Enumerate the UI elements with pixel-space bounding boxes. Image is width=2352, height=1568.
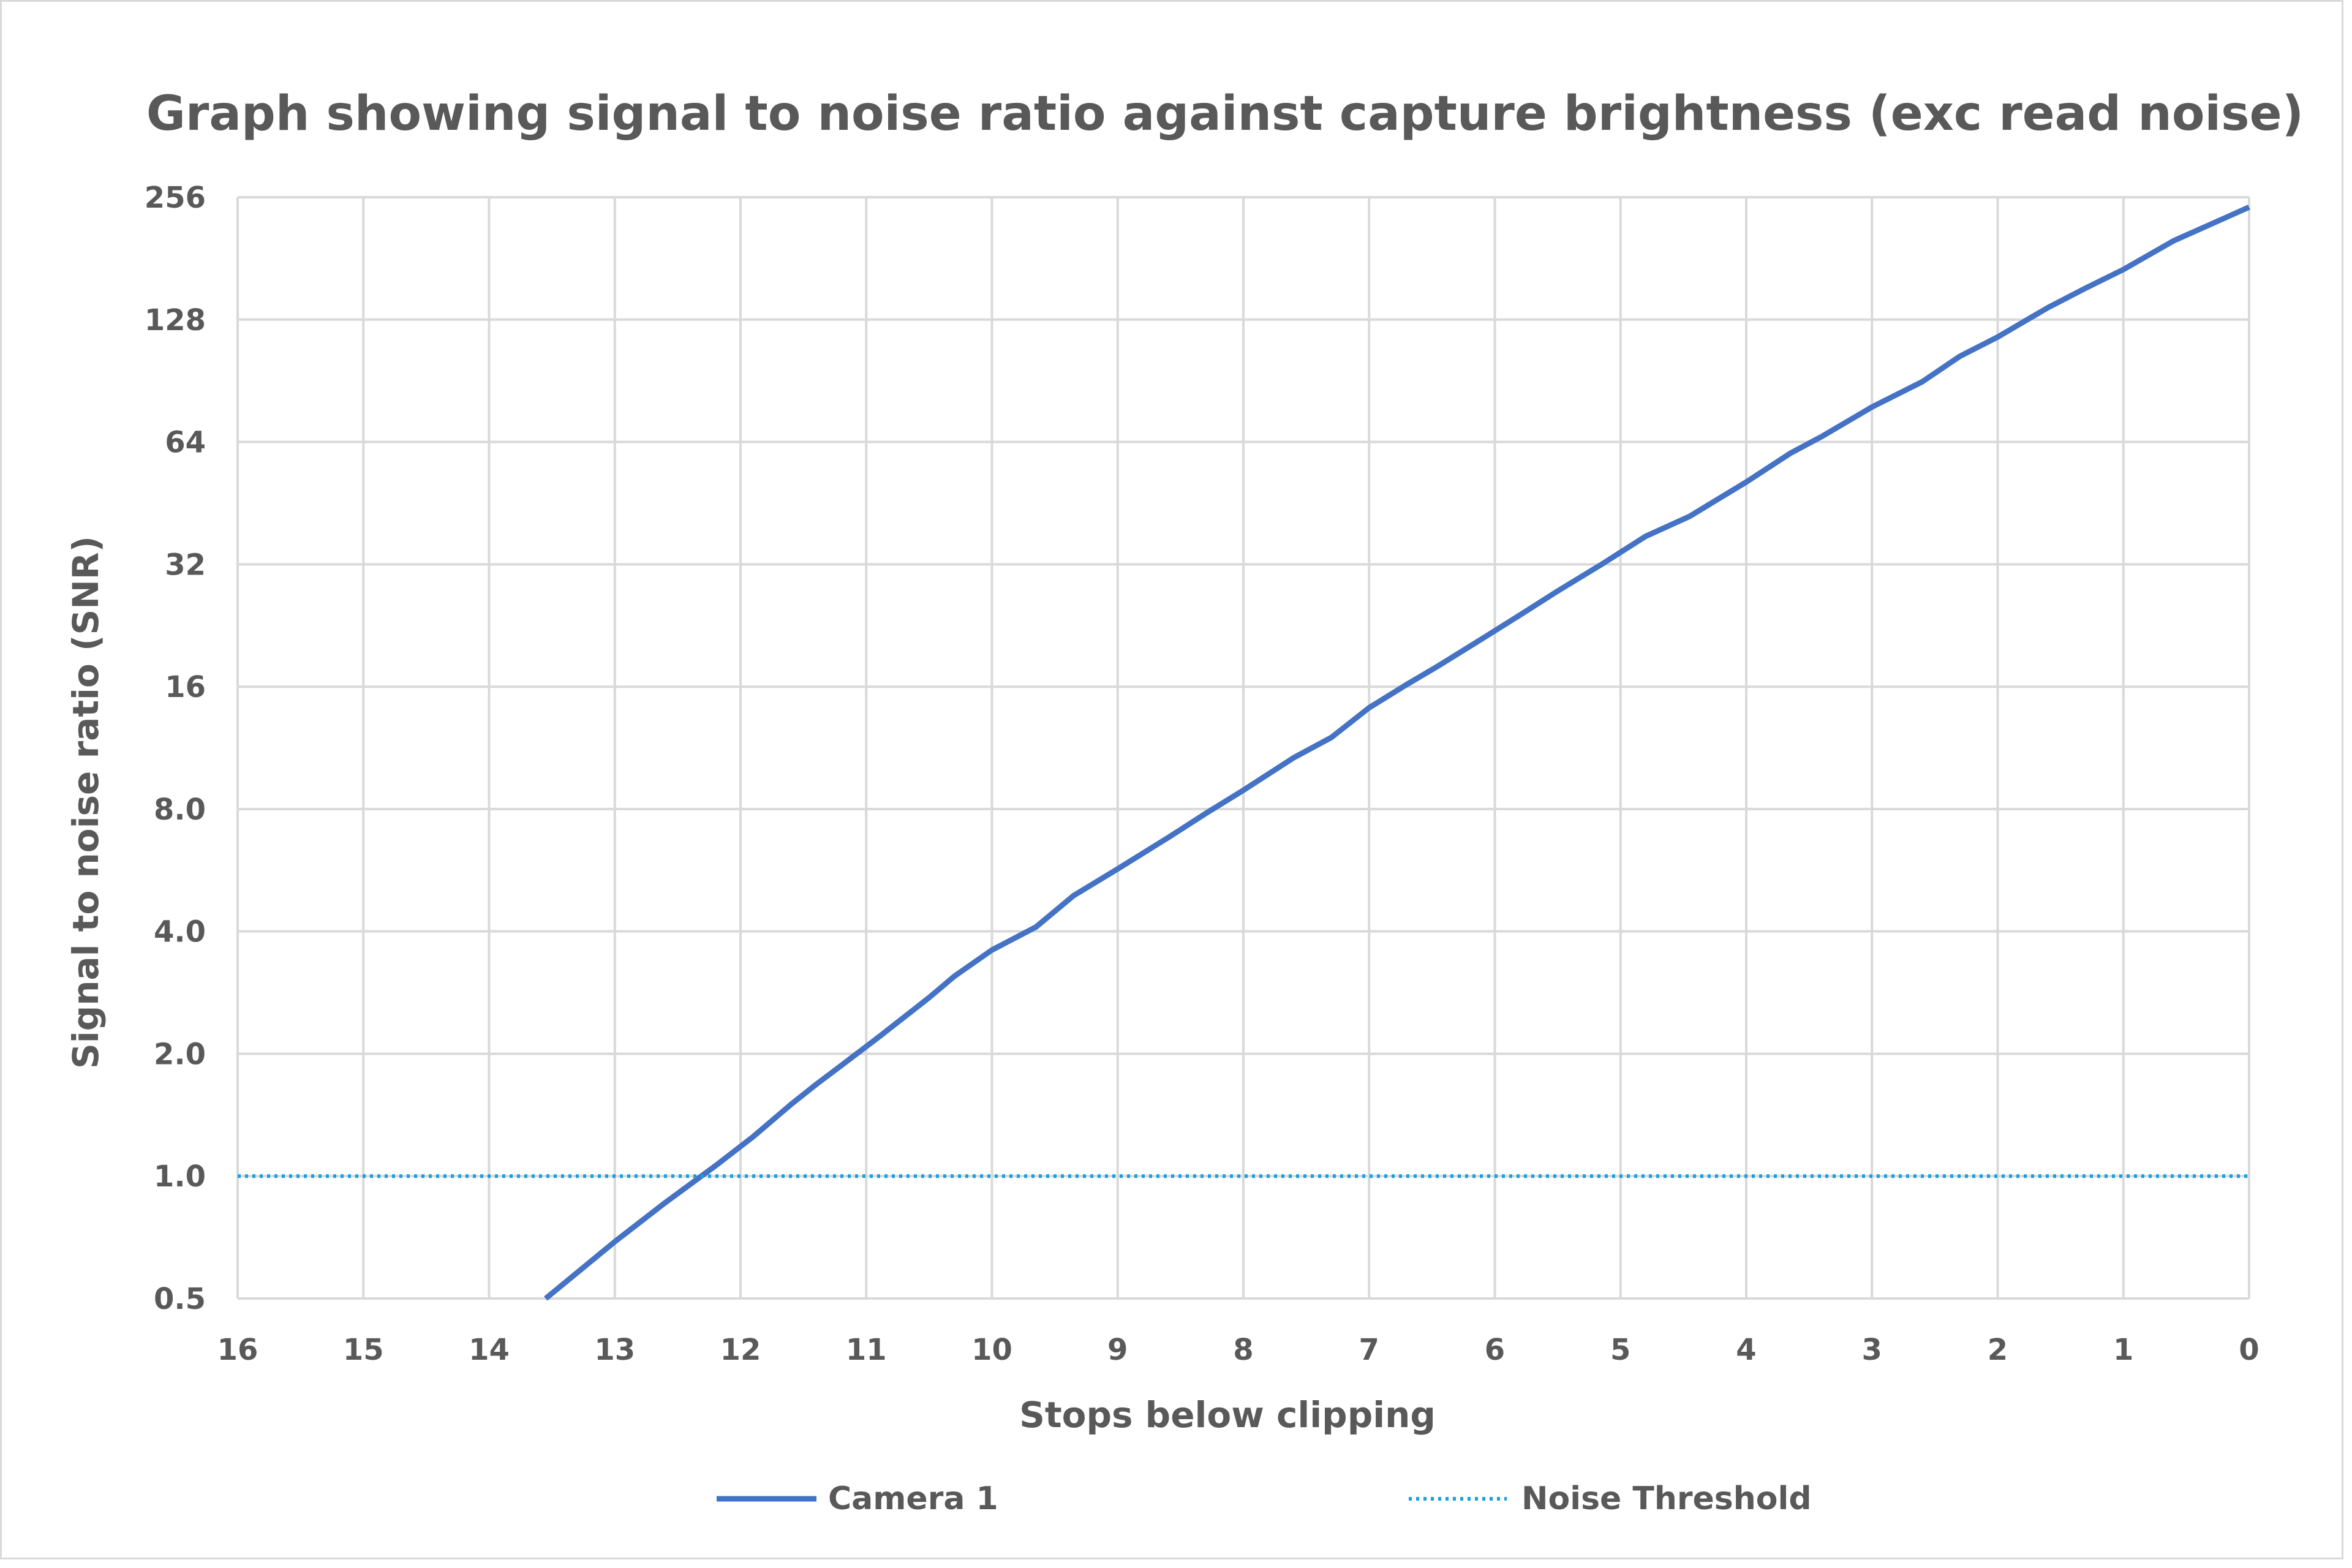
y-tick-label: 128	[145, 303, 206, 337]
x-tick-labels: 16 15 14 13 12 11 10 9 8 7 6 5 4 3 2 1 0	[217, 1333, 2260, 1367]
series-group	[238, 205, 2250, 1301]
x-tick-label: 4	[1736, 1333, 1756, 1367]
x-tick-label: 3	[1862, 1333, 1882, 1367]
y-axis-title: Signal to noise ratio (SNR)	[65, 536, 107, 1069]
x-tick-label: 7	[1359, 1333, 1379, 1367]
y-tick-label: 256	[145, 181, 206, 215]
y-tick-label: 0.5	[154, 1282, 206, 1316]
y-tick-label: 32	[165, 548, 206, 582]
legend-label-camera-1: Camera 1	[828, 1480, 998, 1517]
x-tick-label: 1	[2113, 1333, 2133, 1367]
x-tick-label: 10	[971, 1333, 1012, 1367]
x-tick-label: 12	[720, 1333, 761, 1367]
y-tick-label: 4.0	[154, 915, 206, 949]
y-tick-label: 8.0	[154, 793, 206, 827]
x-tick-label: 11	[846, 1333, 887, 1367]
y-tick-label: 1.0	[154, 1159, 206, 1194]
legend: Camera 1 Noise Threshold	[717, 1480, 1812, 1517]
x-tick-label: 9	[1107, 1333, 1128, 1367]
y-tick-label: 64	[165, 426, 206, 460]
x-tick-label: 13	[594, 1333, 635, 1367]
x-tick-label: 16	[217, 1333, 258, 1367]
y-tick-label: 2.0	[154, 1037, 206, 1071]
x-tick-label: 0	[2239, 1333, 2259, 1367]
x-tick-label: 14	[469, 1333, 510, 1367]
x-tick-label: 15	[343, 1333, 384, 1367]
chart-title: Graph showing signal to noise ratio agai…	[146, 86, 2304, 141]
x-tick-label: 6	[1485, 1333, 1505, 1367]
legend-label-noise-threshold: Noise Threshold	[1521, 1480, 1812, 1517]
x-axis-title: Stops below clipping	[1019, 1394, 1436, 1436]
series-line-camera-1	[544, 205, 2250, 1301]
grid	[236, 196, 2250, 1300]
x-tick-label: 2	[1988, 1333, 2008, 1367]
x-tick-label: 8	[1233, 1333, 1253, 1367]
x-tick-label: 5	[1610, 1333, 1630, 1367]
y-tick-labels: 0.5 1.0 2.0 4.0 8.0 16 32 64 128 256	[145, 181, 206, 1316]
y-tick-label: 16	[165, 670, 206, 704]
